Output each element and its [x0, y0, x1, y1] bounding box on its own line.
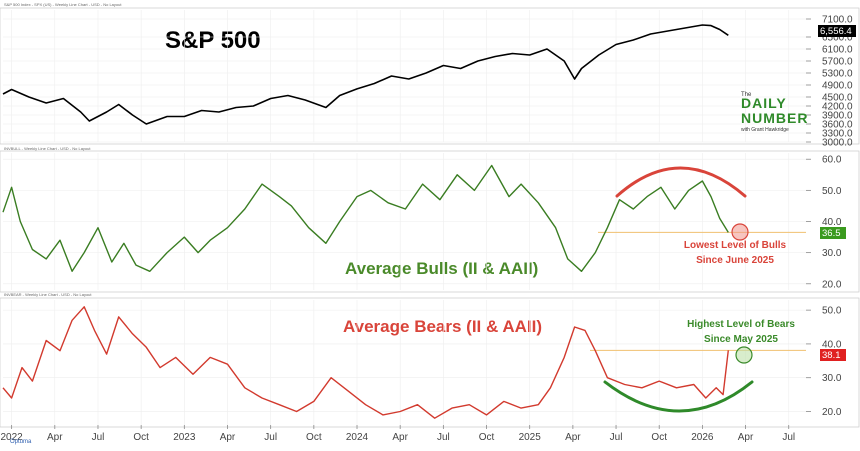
- x-tick-label: Jul: [437, 432, 450, 443]
- bears-highlight-circle: [735, 346, 753, 364]
- logo-line3: NUMBER: [741, 110, 808, 126]
- sp500-y-tick-label: 4200.0: [822, 102, 853, 113]
- sp500-y-tick-label: 6500.0: [822, 33, 853, 44]
- reference-lines: [590, 231, 806, 351]
- x-tick-label: Oct: [479, 432, 495, 443]
- x-tick-label: 2026: [691, 432, 714, 443]
- bears-annotation-line2: Since May 2025: [704, 334, 778, 345]
- bears-series-label: Average Bears (II & AAII): [343, 317, 542, 336]
- bulls-series-line: [2, 164, 729, 272]
- x-tick-label: Jul: [782, 432, 795, 443]
- x-tick-label: Apr: [392, 432, 408, 443]
- bears-bowl-arc: [603, 380, 754, 413]
- annotation-layer: Lowest Level of Bulls Since June 2025 Hi…: [603, 166, 795, 413]
- sp500-y-tick-label: 3000.0: [822, 138, 853, 149]
- sp500-title: S&P 500: [165, 27, 261, 54]
- daily-number-logo: The DAILY NUMBER with Grant Hawkridge: [741, 92, 808, 133]
- sp500-y-tick-label: 4500.0: [822, 93, 853, 104]
- bulls-y-tick-label: 40.0: [822, 217, 842, 228]
- x-tick-label: Oct: [651, 432, 667, 443]
- x-tick-label: Jul: [92, 432, 105, 443]
- bears-y-tick-label: 40.0: [822, 339, 842, 350]
- sp500-y-tick-label: 5700.0: [822, 57, 853, 68]
- sp500-y-tick-label: 6100.0: [822, 45, 853, 56]
- sp500-y-tick-label: 3900.0: [822, 111, 853, 122]
- bulls-dome-arc: [615, 166, 747, 198]
- bears-y-tick-label: 30.0: [822, 373, 842, 384]
- bears-annotation-line1: Highest Level of Bears: [687, 319, 795, 330]
- logo-line4: with Grant Hawkridge: [741, 127, 789, 133]
- bears-series-line: [2, 306, 729, 419]
- x-tick-label: Oct: [133, 432, 149, 443]
- bears-y-tick-label: 50.0: [822, 306, 842, 317]
- grid-layer: 3000.03300.03600.03900.04200.04500.04900…: [1, 10, 853, 443]
- bears-y-tick-label: 20.0: [822, 407, 842, 418]
- bulls-y-tick-label: 20.0: [822, 279, 842, 290]
- optuma-watermark: Optuma: [10, 439, 32, 445]
- bulls-annotation-line1: Lowest Level of Bulls: [684, 240, 787, 251]
- x-tick-label: 2024: [346, 432, 369, 443]
- x-tick-label: 2025: [519, 432, 542, 443]
- bulls-panel-header: INVBULL - Weekly Line Chart - USD - No L…: [4, 146, 91, 151]
- sp500-y-tick-label: 4900.0: [822, 81, 853, 92]
- logo-line2: DAILY: [741, 95, 787, 111]
- bears-panel-header: INVBEAR - Weekly Line Chart - USD - No L…: [4, 292, 92, 297]
- x-tick-label: 2022: [1, 432, 24, 443]
- sp500-y-tick-label: 5300.0: [822, 69, 853, 80]
- bulls-panel-frame: [0, 150, 860, 293]
- bulls-annotation-line2: Since June 2025: [696, 255, 774, 266]
- x-tick-label: Apr: [220, 432, 236, 443]
- x-tick-label: Apr: [47, 432, 63, 443]
- x-tick-label: Jul: [610, 432, 623, 443]
- bulls-y-tick-label: 60.0: [822, 155, 842, 166]
- bulls-highlight-circle: [731, 223, 749, 241]
- panel-frames: [0, 7, 860, 428]
- series-layer: [2, 24, 729, 419]
- x-tick-label: 2023: [173, 432, 196, 443]
- sp500-y-tick-label: 3300.0: [822, 129, 853, 140]
- sp500-panel-frame: [0, 7, 860, 145]
- x-tick-label: Oct: [306, 432, 322, 443]
- bulls-last-value: 36.5: [822, 228, 841, 239]
- bulls-y-tick-label: 50.0: [822, 186, 842, 197]
- sp500-y-tick-label: 3600.0: [822, 120, 853, 131]
- x-tick-label: Apr: [738, 432, 754, 443]
- sp500-series-line: [2, 24, 729, 125]
- sp500-last-value: 6,556.4: [820, 26, 852, 37]
- x-tick-label: Jul: [264, 432, 277, 443]
- bears-panel-frame: [0, 297, 860, 428]
- bulls-value-box: 36.5: [820, 227, 846, 239]
- sp500-value-box: 6,556.4: [818, 25, 856, 37]
- bulls-y-tick-label: 30.0: [822, 248, 842, 259]
- sp500-panel-header: S&P 500 Index - SPX (US) - Weekly Line C…: [4, 2, 122, 7]
- sp500-y-tick-label: 7100.0: [822, 15, 853, 26]
- logo-line1: The: [741, 92, 752, 98]
- bears-last-value: 38.1: [822, 350, 841, 361]
- x-tick-label: Apr: [565, 432, 581, 443]
- bears-value-box: 38.1: [820, 349, 846, 361]
- bulls-series-label: Average Bulls (II & AAII): [345, 259, 538, 278]
